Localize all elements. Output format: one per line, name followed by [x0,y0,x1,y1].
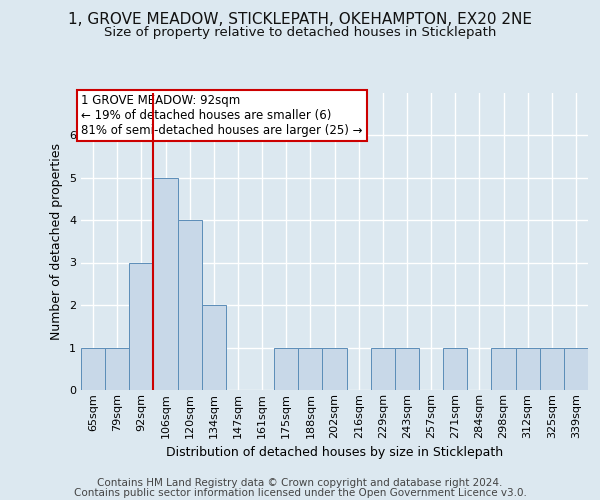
Text: Size of property relative to detached houses in Sticklepath: Size of property relative to detached ho… [104,26,496,39]
Bar [105,348,129,390]
Bar [371,348,395,390]
Text: 1 GROVE MEADOW: 92sqm
← 19% of detached houses are smaller (6)
81% of semi-detac: 1 GROVE MEADOW: 92sqm ← 19% of detached … [81,94,362,137]
Text: 1, GROVE MEADOW, STICKLEPATH, OKEHAMPTON, EX20 2NE: 1, GROVE MEADOW, STICKLEPATH, OKEHAMPTON… [68,12,532,28]
Bar [274,348,298,390]
Bar [540,348,564,390]
Bar [202,305,226,390]
Bar [515,348,540,390]
Bar [129,262,154,390]
Bar [154,178,178,390]
Bar [81,348,105,390]
Bar [322,348,347,390]
Bar [395,348,419,390]
Bar [564,348,588,390]
Bar [298,348,322,390]
Bar [443,348,467,390]
Text: Contains HM Land Registry data © Crown copyright and database right 2024.: Contains HM Land Registry data © Crown c… [97,478,503,488]
Bar [491,348,515,390]
Y-axis label: Number of detached properties: Number of detached properties [50,143,64,340]
Text: Contains public sector information licensed under the Open Government Licence v3: Contains public sector information licen… [74,488,526,498]
Bar [178,220,202,390]
X-axis label: Distribution of detached houses by size in Sticklepath: Distribution of detached houses by size … [166,446,503,459]
